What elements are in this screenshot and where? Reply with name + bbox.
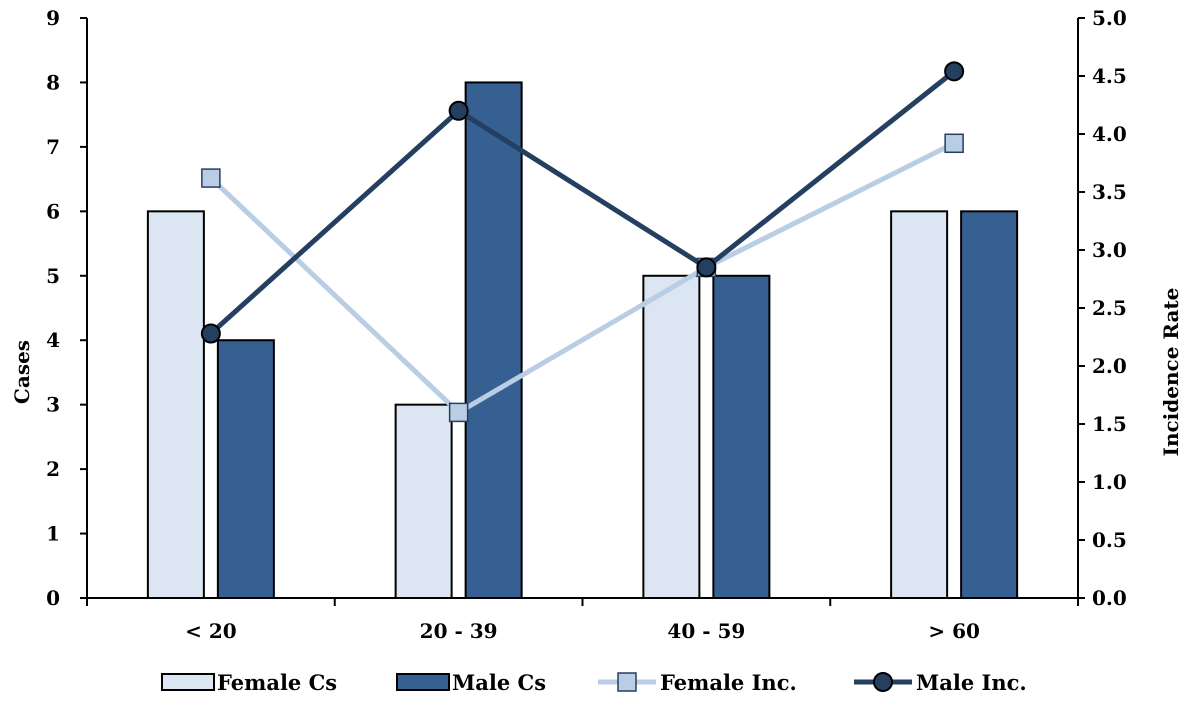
bar-female-cs-1 — [394, 403, 453, 599]
y-tick-label: 7 — [46, 135, 60, 159]
y-tick-label: 4 — [46, 328, 60, 352]
legend-marker-female-inc — [617, 672, 637, 692]
y-tick-label: 3 — [46, 393, 60, 417]
legend-swatch-female-cs — [161, 673, 215, 691]
point-female-inc-0 — [201, 168, 221, 188]
bar-female-cs-3 — [890, 210, 949, 599]
y2-tick-label: 2.5 — [1092, 296, 1127, 320]
y-axis-title: Cases — [10, 340, 34, 404]
bars-layer — [146, 81, 1019, 599]
x-tick-label: 40 - 59 — [667, 619, 745, 643]
bar-female-cs-0 — [146, 210, 205, 599]
y-tick-label: 9 — [46, 6, 60, 30]
y-tick-label: 2 — [46, 457, 60, 481]
legend-swatch-male-cs — [396, 673, 450, 691]
legend-label-female-inc: Female Inc. — [660, 670, 797, 695]
y2-tick-label: 0.5 — [1092, 528, 1127, 552]
point-male-inc-1 — [448, 100, 469, 121]
axes-layer: 0 1 2 3 4 5 6 7 8 9 0.0 0.5 1.0 1.5 2.0 2.5 3.0 3.5 4.0 4.5… — [46, 6, 1127, 643]
line-male-inc — [209, 69, 956, 336]
y2-tick-label: 2.0 — [1092, 354, 1127, 378]
x-tick-label: 20 - 39 — [420, 619, 498, 643]
y2-tick-label: 1.0 — [1092, 470, 1127, 494]
y2-tick-label: 4.5 — [1092, 64, 1127, 88]
legend: Female Cs Male Cs Female Inc. Male Inc. — [161, 670, 1027, 695]
y2-tick-label: 1.5 — [1092, 412, 1127, 436]
point-male-inc-0 — [200, 323, 221, 344]
x-tick-label: < 20 — [185, 619, 237, 643]
y2-tick-label: 0.0 — [1092, 586, 1127, 610]
y-tick-label: 1 — [46, 522, 60, 546]
bar-male-cs-1 — [464, 81, 523, 599]
lines-layer — [200, 61, 965, 423]
y-tick-label: 8 — [46, 70, 60, 94]
legend-label-male-inc: Male Inc. — [916, 670, 1027, 695]
point-male-inc-2 — [696, 257, 717, 278]
bar-male-cs-0 — [216, 339, 275, 599]
legend-label-female-cs: Female Cs — [217, 670, 337, 695]
point-female-inc-1 — [448, 402, 469, 423]
y2-tick-label: 3.0 — [1092, 238, 1127, 262]
legend-label-male-cs: Male Cs — [452, 670, 546, 695]
legend-marker-male-inc — [873, 672, 893, 692]
y2-tick-label: 4.0 — [1092, 122, 1127, 146]
x-tick-label: > 60 — [928, 619, 980, 643]
y2-tick-label: 5.0 — [1092, 6, 1127, 30]
y-tick-label: 0 — [46, 586, 60, 610]
point-male-inc-3 — [944, 61, 965, 82]
y2-axis-title: Incidence Rate — [1159, 288, 1183, 457]
line-female-inc — [209, 141, 956, 415]
point-female-inc-3 — [944, 133, 964, 154]
bar-female-cs-2 — [642, 274, 701, 599]
y-tick-label: 6 — [46, 199, 60, 223]
bar-male-cs-2 — [712, 274, 771, 599]
bar-male-cs-3 — [960, 210, 1019, 599]
y2-tick-label: 3.5 — [1092, 180, 1127, 204]
y-tick-label: 5 — [46, 264, 60, 288]
